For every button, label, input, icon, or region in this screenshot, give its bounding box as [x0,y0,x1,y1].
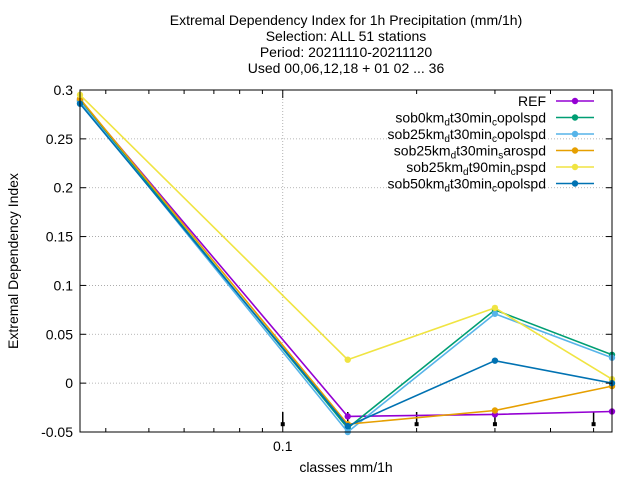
legend-swatch-point [571,163,579,171]
y-tick-label: 0.05 [46,326,73,342]
chart-grid [80,90,612,432]
y-axis-ticks: 0.3 0.25 0.2 0.15 0.1 0.05 0 -0.05 [41,82,612,440]
series-4-point [491,407,499,414]
legend-label: sob25kmdt90mincpspd [406,159,546,178]
error-bar-marker [591,422,596,427]
title-line-2: Selection: ALL 51 stations [266,28,427,44]
series-5-point [491,304,499,312]
legend-label: REF [518,93,546,109]
x-axis-label: classes mm/1h [299,459,392,475]
y-tick-label: 0.3 [54,82,74,98]
title-line-4: Used 00,06,12,18 + 01 02 ... 36 [248,60,445,76]
legend-item: sob25kmdt30mincopolspd [388,126,594,145]
legend-swatch-point [571,180,579,187]
series-5-point [344,356,351,363]
legend-label: sob25kmdt30minsarospd [394,143,546,162]
legend-label: sob25kmdt30mincopolspd [388,126,546,145]
legend-swatch-point [571,97,579,105]
y-axis-label: Extremal Dependency Index [5,173,21,349]
series-6-point [344,422,351,430]
legend-swatch-point [571,147,579,154]
legend-swatch-point [571,114,579,121]
y-tick-label: 0 [65,375,73,391]
legend-item: sob25kmdt30minsarospd [394,143,594,162]
series-line-1 [79,99,613,418]
y-tick-label: 0.2 [54,180,74,196]
y-tick-label: 0.1 [54,277,74,293]
chart-title: Extremal Dependency Index for 1h Precipi… [170,12,523,76]
y-tick-label: 0.25 [46,131,73,147]
series-6-point [491,357,499,364]
error-bar-marker [492,422,497,427]
x-tick-label: 0.1 [273,438,293,454]
y-tick-label: -0.05 [41,424,73,440]
legend-item: sob0kmdt30mincopolspd [395,110,594,129]
series-line-4 [79,98,613,426]
error-bar-marker [414,422,419,427]
series-line-5 [79,94,613,380]
legend-item: sob25kmdt90mincpspd [406,159,594,178]
legend-item: REF [518,93,594,109]
y-tick-label: 0.15 [46,229,73,245]
series-1-point [344,413,351,420]
series-line-6 [79,103,613,428]
title-line-3: Period: 20211110-20211120 [260,44,433,60]
legend: REFsob0kmdt30mincopolspdsob25kmdt30minco… [388,93,594,195]
title-line-1: Extremal Dependency Index for 1h Precipi… [170,12,523,28]
series-line-3 [79,101,613,434]
legend-label: sob0kmdt30mincopolspd [395,110,546,129]
series-3-point [491,310,499,317]
legend-swatch-point [571,130,579,138]
legend-item: sob50kmdt30mincopolspd [388,176,594,195]
legend-label: sob50kmdt30mincopolspd [388,176,546,195]
x-axis-ticks: 0.1 [105,90,595,454]
error-bars [280,412,596,427]
plot-frame [79,89,613,433]
series-group [76,91,616,436]
